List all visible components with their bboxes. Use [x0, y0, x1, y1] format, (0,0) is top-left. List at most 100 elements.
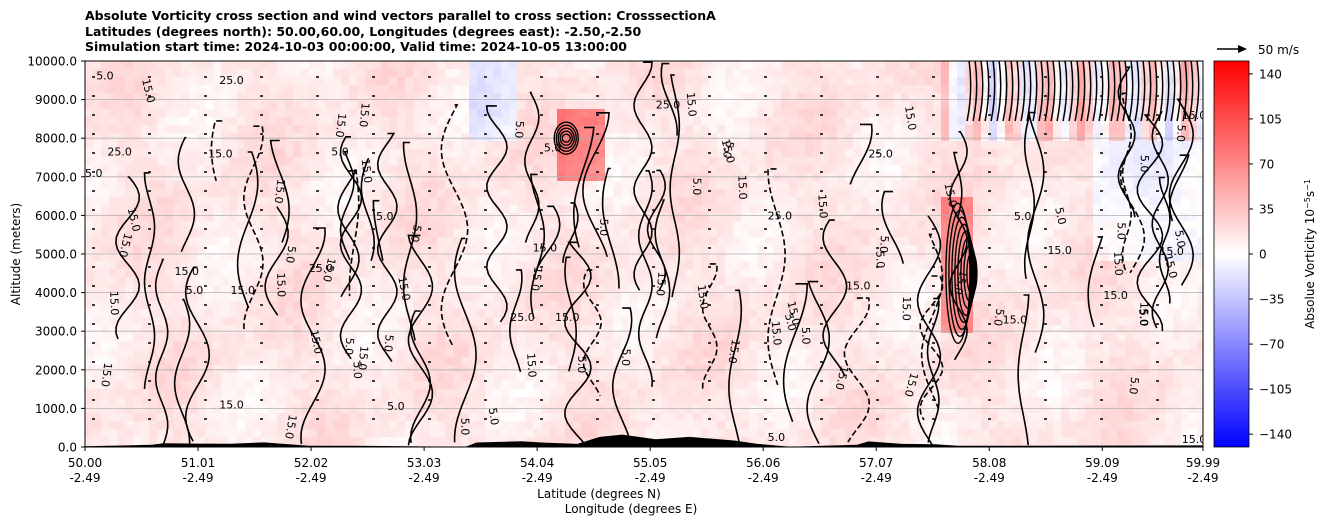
shading-cell: [533, 173, 542, 182]
shading-cell: [845, 405, 854, 414]
shading-cell: [509, 229, 518, 238]
shading-cell: [413, 293, 422, 302]
shading-cell: [117, 109, 126, 118]
shading-cell: [541, 165, 550, 174]
shading-cell: [837, 133, 846, 142]
shading-cell: [165, 261, 174, 270]
shading-cell: [85, 101, 94, 110]
shading-cell: [429, 213, 438, 222]
shading-cell: [365, 341, 374, 350]
shading-cell: [285, 381, 294, 390]
shading-cell: [141, 245, 150, 254]
shading-cell: [437, 381, 446, 390]
shading-cell: [629, 301, 638, 310]
shading-cell: [157, 101, 166, 110]
shading-cell: [637, 325, 646, 334]
shading-cell: [261, 125, 270, 134]
shading-cell: [741, 389, 750, 398]
shading-cell: [357, 421, 366, 430]
shading-cell: [445, 149, 454, 158]
shading-cell: [397, 373, 406, 382]
shading-cell: [725, 117, 734, 126]
shading-cell: [293, 381, 302, 390]
shading-cell: [269, 101, 278, 110]
shading-cell: [333, 293, 342, 302]
shading-cell: [861, 333, 870, 342]
shading-cell: [349, 197, 358, 206]
shading-cell: [805, 133, 814, 142]
shading-cell: [661, 285, 670, 294]
shading-cell: [317, 293, 326, 302]
shading-cell: [277, 253, 286, 262]
shading-cell: [165, 101, 174, 110]
shading-cell: [309, 389, 318, 398]
shading-cell: [165, 221, 174, 230]
shading-cell: [757, 317, 766, 326]
shading-cell: [277, 269, 286, 278]
shading-cell: [581, 429, 590, 438]
shading-cell: [317, 301, 326, 310]
shading-cell: [869, 381, 878, 390]
shading-cell: [693, 101, 702, 110]
shading-cell: [789, 101, 798, 110]
shading-cell: [509, 285, 518, 294]
shading-cell: [173, 293, 182, 302]
shading-cell: [149, 349, 158, 358]
shading-cell: [325, 133, 334, 142]
shading-cell: [133, 397, 142, 406]
shading-cell: [597, 357, 606, 366]
shading-cell: [805, 213, 814, 222]
shading-cell: [101, 333, 110, 342]
shading-cell: [125, 117, 134, 126]
shading-cell: [797, 173, 806, 182]
shading-cell: [653, 389, 662, 398]
shading-cell: [269, 357, 278, 366]
shading-cell: [141, 125, 150, 134]
shading-cell: [525, 429, 534, 438]
shading-cell: [469, 317, 478, 326]
shading-cell: [861, 93, 870, 102]
shading-cell: [349, 301, 358, 310]
shading-cell: [173, 77, 182, 86]
shading-cell: [237, 437, 246, 446]
shading-cell: [109, 357, 118, 366]
shading-cell: [197, 389, 206, 398]
shading-cell: [117, 213, 126, 222]
shading-cell: [173, 317, 182, 326]
shading-cell: [589, 69, 598, 78]
shading-cell: [869, 349, 878, 358]
shading-cell: [397, 245, 406, 254]
shading-cell: [405, 269, 414, 278]
shading-cell: [869, 93, 878, 102]
shading-cell: [469, 429, 478, 438]
shading-cell: [741, 245, 750, 254]
shading-cell: [93, 197, 102, 206]
shading-cell: [461, 149, 470, 158]
shading-cell: [469, 341, 478, 350]
shading-cell: [309, 221, 318, 230]
shading-cell: [245, 69, 254, 78]
shading-cell: [373, 109, 382, 118]
shading-cell: [181, 253, 190, 262]
shading-cell: [341, 165, 350, 174]
shading-cell: [421, 237, 430, 246]
shading-cell: [693, 421, 702, 430]
shading-cell: [205, 373, 214, 382]
shading-cell: [813, 421, 822, 430]
shading-cell: [661, 413, 670, 422]
shading-cell: [557, 77, 566, 86]
shading-cell: [245, 109, 254, 118]
shading-cell: [309, 309, 318, 318]
shading-cell: [309, 117, 318, 126]
shading-cell: [517, 149, 526, 158]
shading-cell: [709, 229, 718, 238]
shading-cell: [213, 61, 222, 70]
shading-cell: [501, 205, 510, 214]
shading-cell: [509, 293, 518, 302]
shading-cell: [701, 77, 710, 86]
shading-cell: [797, 61, 806, 70]
shading-cell: [597, 309, 606, 318]
shading-cell: [277, 101, 286, 110]
shading-cell: [221, 325, 230, 334]
shading-cell: [797, 333, 806, 342]
